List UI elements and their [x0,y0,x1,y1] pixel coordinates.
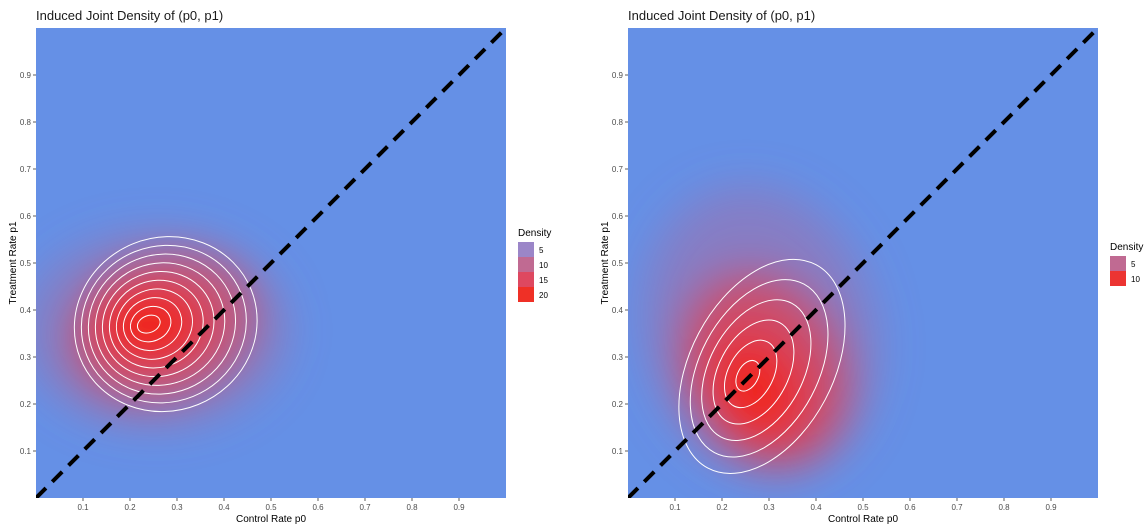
chart-left-ticks: 0.1 0.2 0.3 0.4 0.5 0.6 0.7 0.8 0.9 0.1 0.2 0.3 0.4 0… [20,71,465,512]
chart-right-x-tick-label: 0.2 [716,503,728,512]
chart-left-y-tick-label: 0.7 [20,165,32,174]
chart-right-x-tick-label: 0.8 [998,503,1010,512]
chart-left-y-tick-label: 0.9 [20,71,32,80]
chart-right-density-core [709,337,801,443]
chart-right-contour-line [689,279,829,458]
chart-right-x-axis-title: Control Rate p0 [828,514,898,525]
chart-right-y-tick-label: 0.3 [612,353,624,362]
chart-left-y-tick-label: 0.5 [20,259,32,268]
chart-right-y-axis-title: Treatment Rate p1 [600,221,611,304]
chart-left-legend-key [518,272,534,287]
chart-right-legend-keys: 5 10 [1110,256,1140,286]
chart-right-contour-line [735,359,761,392]
chart-right: Induced Joint Density of (p0, p1) 0.1 0.2… [600,8,1143,525]
chart-right-y-tick-label: 0.9 [612,71,624,80]
chart-right-y-tick-label: 0.4 [612,306,624,315]
chart-left-y-axis-title: Treatment Rate p1 [8,221,19,304]
chart-left-x-tick-label: 0.1 [77,503,89,512]
chart-left-legend-label: 10 [539,261,548,270]
chart-left-title: Induced Joint Density of (p0, p1) [36,8,223,23]
chart-left-legend-key [518,257,534,272]
chart-left-contour-line [87,253,237,395]
chart-right-x-tick-label: 0.5 [857,503,869,512]
chart-right-x-tick-label: 0.3 [763,503,775,512]
chart-right-legend: Density 5 10 [1110,242,1143,286]
chart-right-x-tick-label: 0.7 [951,503,963,512]
chart-left-y-tick-label: 0.2 [20,400,32,409]
chart-right-title: Induced Joint Density of (p0, p1) [628,8,815,23]
chart-right-y-tick-label: 0.1 [612,447,624,456]
chart-right-contours [678,258,846,474]
chart-left-contour-line [136,314,161,334]
chart-left-x-tick-label: 0.5 [265,503,277,512]
chart-left-legend: Density 5 10 15 20 [518,228,551,302]
chart-left-density-glow [36,230,290,430]
chart-left-x-tick-label: 0.2 [124,503,136,512]
chart-right-legend-key [1110,256,1126,271]
chart-right-density-field [628,28,1098,498]
chart-left-x-tick-label: 0.4 [218,503,230,512]
chart-left-contour-line [94,262,226,386]
chart-left-x-axis-title: Control Rate p0 [236,514,306,525]
chart-left-contour-line [73,236,258,413]
chart-left-x-tick-label: 0.9 [453,503,465,512]
chart-right-legend-label: 5 [1131,260,1136,269]
chart-left-diagonal-line [36,28,506,498]
chart-right-contour-line [678,258,846,474]
chart-right-contour-line [712,319,795,425]
chart-left-legend-keys: 5 10 15 20 [518,242,548,302]
chart-left-legend-key [518,287,534,302]
chart-left-y-tick-label: 0.3 [20,353,32,362]
chart-left-contour-line [115,288,193,360]
chart-right-density-glow [642,186,878,474]
chart-right-contour-line [701,299,812,442]
chart-left-contour-line [101,271,215,378]
chart-left-x-tick-label: 0.6 [312,503,324,512]
chart-left-x-tick-label: 0.7 [359,503,371,512]
chart-left-y-tick-label: 0.8 [20,118,32,127]
chart-left-legend-label: 5 [539,246,544,255]
chart-right-ticks: 0.1 0.2 0.3 0.4 0.5 0.6 0.7 0.8 0.9 0.1 0.2 0.3 0.4 0… [612,71,1057,512]
chart-right-y-tick-label: 0.6 [612,212,624,221]
chart-left: Induced Joint Density of (p0, p1) 0.1 0.2… [8,8,551,525]
chart-right-y-tick-label: 0.7 [612,165,624,174]
chart-left-legend-label: 20 [539,291,548,300]
chart-left-y-tick-label: 0.4 [20,306,32,315]
chart-left-legend-title: Density [518,228,551,239]
chart-left-x-tick-label: 0.3 [171,503,183,512]
chart-right-contour-line [723,339,778,409]
chart-right-diagonal-line [628,28,1098,498]
chart-right-y-tick-label: 0.2 [612,400,624,409]
chart-left-legend-label: 15 [539,276,548,285]
chart-right-x-tick-label: 0.4 [810,503,822,512]
chart-right-y-tick-label: 0.8 [612,118,624,127]
chart-left-legend-key [518,242,534,257]
chart-right-legend-key [1110,271,1126,286]
chart-left-x-tick-label: 0.8 [406,503,418,512]
chart-right-x-tick-label: 0.6 [904,503,916,512]
chart-left-y-tick-label: 0.1 [20,447,32,456]
chart-right-y-tick-label: 0.5 [612,259,624,268]
chart-left-y-tick-label: 0.6 [20,212,32,221]
chart-right-legend-title: Density [1110,242,1143,253]
chart-left-contour-line [122,297,183,352]
chart-left-density-field [36,28,506,498]
chart-right-x-tick-label: 0.9 [1045,503,1057,512]
chart-right-x-tick-label: 0.1 [669,503,681,512]
chart-left-contour-line [129,305,172,343]
chart-right-legend-label: 10 [1131,275,1140,284]
